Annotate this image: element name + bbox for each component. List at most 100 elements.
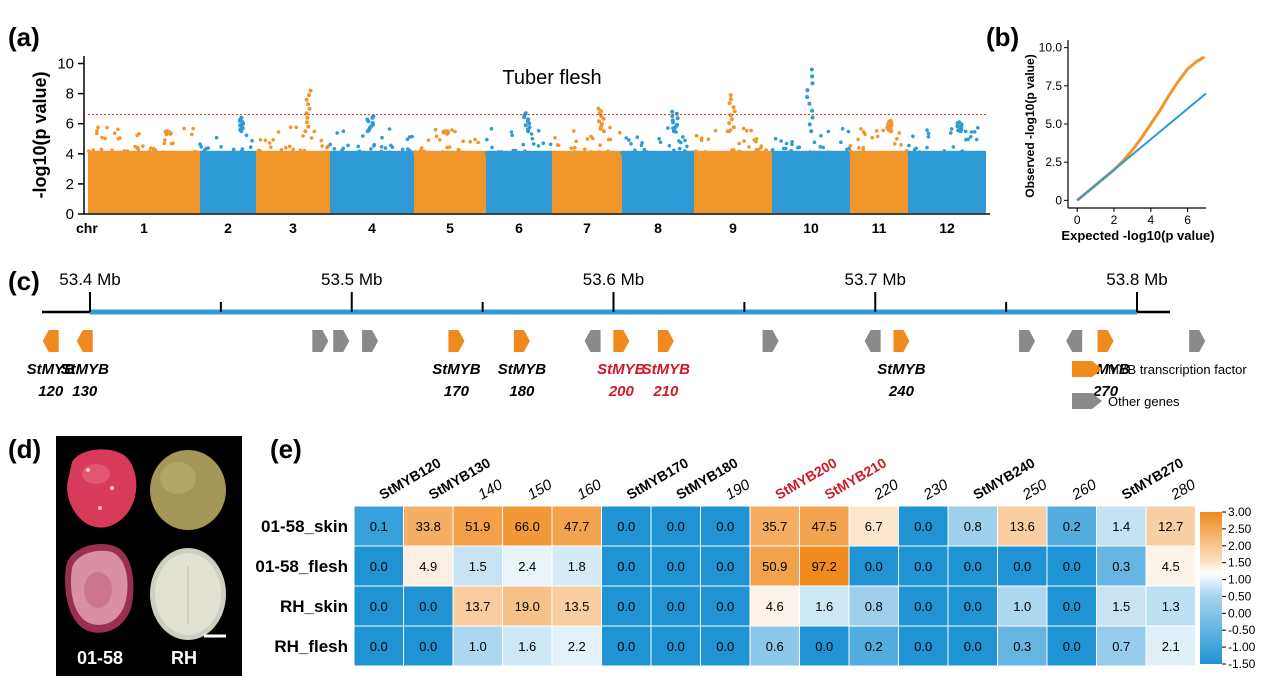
snp-point [523, 149, 527, 153]
heatmap-cell [403, 545, 454, 587]
snp-point [624, 136, 628, 140]
snp-point [759, 146, 763, 150]
heatmap-cell [749, 585, 800, 627]
snp-point [87, 149, 91, 153]
snp-peak-point [523, 123, 528, 128]
y-tick-label: 6 [66, 116, 74, 133]
chr-1-points [87, 125, 200, 213]
snp-point [645, 150, 650, 154]
snp-point [952, 151, 957, 156]
snp-point [445, 150, 450, 155]
gene-name-label: StMYB [877, 361, 926, 378]
snp-point [781, 152, 785, 156]
snp-peak-point [168, 131, 173, 136]
chr-12-band [908, 150, 986, 213]
colorbar-label: 1.50 [1228, 556, 1252, 570]
heatmap-cell [700, 585, 751, 627]
region-position-labels: 53.4 Mb 53.5 Mb 53.6 Mb 53.7 Mb 53.8 Mb [59, 270, 1167, 289]
manhattan-y-label: -log10(p value) [30, 71, 50, 198]
snp-point [951, 145, 956, 149]
heatmap-value: 1.0 [1013, 599, 1031, 614]
snp-point [686, 151, 690, 156]
snp-point [290, 150, 294, 155]
other-gene-arrow [1019, 330, 1036, 352]
heatmap-value: 2.4 [518, 559, 536, 574]
other-gene-arrow [1189, 330, 1206, 352]
heatmap-cell [947, 505, 998, 547]
qq-ticks: 0 2 4 6 0 2.5 5.0 7.5 10.0 [1039, 41, 1192, 227]
snp-point [103, 136, 107, 141]
snp-point [354, 150, 358, 155]
snp-peak-point [674, 111, 679, 116]
panel-c-label: (c) [8, 266, 40, 296]
snp-point [843, 151, 848, 156]
snp-point [387, 127, 392, 131]
qq-x-tick-label: 2 [1111, 213, 1118, 227]
chr-2-band [200, 150, 256, 213]
snp-point [513, 148, 518, 153]
chr-label-3: 3 [289, 220, 297, 236]
snp-peak-point [731, 105, 736, 110]
snp-point [857, 145, 861, 150]
myb-gene-arrow [893, 330, 910, 352]
snp-point [455, 151, 459, 156]
snp-point [715, 151, 719, 156]
snp-point [618, 130, 622, 135]
qq-y-label: Observed -log10(p value) [1023, 54, 1037, 197]
snp-peak-point [596, 106, 601, 111]
snp-peak-point [805, 95, 810, 99]
heatmap-value: 0.7 [1112, 639, 1130, 654]
snp-point [325, 145, 329, 150]
snp-peak-point [304, 120, 309, 125]
qq-point [1201, 56, 1205, 60]
snp-point [620, 151, 624, 155]
snp-point [781, 146, 786, 151]
snp-point [574, 151, 578, 156]
snp-point [681, 135, 685, 139]
snp-point [468, 139, 473, 144]
sample-label-rh: RH [171, 648, 197, 668]
snp-point [205, 151, 210, 156]
snp-point [764, 148, 768, 152]
snp-point [949, 127, 954, 131]
heatmap-value: 0.0 [370, 559, 388, 574]
snp-point [509, 130, 514, 134]
snp-peak-point [306, 124, 311, 129]
other-gene-arrow [584, 330, 601, 352]
snp-point [848, 149, 853, 154]
snp-point [789, 148, 793, 153]
chr-2-points [198, 115, 256, 213]
snp-point [899, 143, 903, 147]
snp-point [560, 151, 565, 156]
snp-point [969, 135, 973, 139]
qq-x-tick-label: 4 [1147, 213, 1154, 227]
chr-label-1: 1 [140, 220, 148, 236]
heatmap-value: 4.5 [1162, 559, 1180, 574]
expression-heatmap: 0.1 33.8 51.9 66.0 47.7 0.0 0.0 0.0 35.7 47.5 6.7 0… [255, 454, 1255, 671]
myb-gene-arrow [613, 330, 630, 352]
sample-label-01-58: 01-58 [77, 648, 123, 668]
snp-point [440, 150, 445, 154]
heatmap-cell [1096, 625, 1147, 667]
qq-plot: 0 2 4 6 0 2.5 5.0 7.5 10.0 Expected -log10(p val… [1023, 40, 1215, 243]
qq-x-tick-label: 6 [1184, 213, 1191, 227]
snp-point [606, 149, 610, 154]
genomic-region: 53.4 Mb 53.5 Mb 53.6 Mb 53.7 Mb 53.8 Mb StMY… [27, 270, 1247, 409]
snp-point [312, 129, 317, 134]
y-tick-label: 8 [66, 86, 74, 103]
other-gene-arrow [333, 330, 350, 352]
snp-point [616, 152, 621, 156]
snp-point [199, 145, 203, 149]
snp-point [529, 132, 534, 136]
snp-peak-point [727, 101, 732, 106]
snp-point [485, 151, 490, 155]
heatmap-value: 1.4 [1112, 519, 1130, 534]
snp-point [426, 138, 431, 143]
snp-point [773, 136, 778, 141]
snp-point [926, 135, 931, 139]
heatmap-value: 13.5 [564, 599, 589, 614]
heatmap-cell [898, 545, 949, 587]
snp-point [105, 152, 110, 156]
heatmap-value: 0.0 [617, 519, 635, 534]
myb-legend-label: MYB transcription factor [1108, 362, 1247, 377]
